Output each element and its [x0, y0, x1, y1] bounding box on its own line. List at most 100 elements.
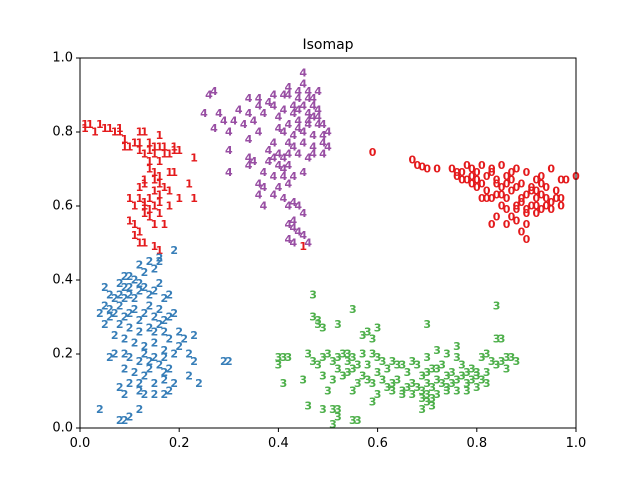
point-class-1: 1	[136, 144, 144, 157]
point-class-0: 0	[513, 214, 521, 227]
point-class-3: 3	[428, 399, 436, 412]
point-class-2: 2	[116, 414, 124, 427]
point-class-1: 1	[111, 126, 119, 139]
point-class-4: 4	[294, 92, 302, 105]
point-class-2: 2	[126, 322, 134, 335]
point-class-4: 4	[270, 151, 278, 164]
point-class-0: 0	[478, 159, 486, 172]
point-class-3: 3	[428, 381, 436, 394]
point-class-2: 2	[121, 292, 129, 305]
point-class-1: 1	[160, 218, 168, 231]
point-class-2: 2	[116, 277, 124, 290]
point-class-2: 2	[101, 299, 109, 312]
point-class-2: 2	[156, 251, 164, 264]
point-class-3: 3	[473, 370, 481, 383]
point-class-4: 4	[255, 92, 263, 105]
point-class-4: 4	[304, 92, 312, 105]
point-class-0: 0	[488, 163, 496, 176]
point-class-1: 1	[151, 218, 159, 231]
point-class-3: 3	[369, 348, 377, 361]
point-class-3: 3	[334, 318, 342, 331]
point-class-0: 0	[458, 174, 466, 187]
point-class-3: 3	[389, 377, 397, 390]
point-class-4: 4	[299, 66, 307, 79]
point-class-2: 2	[126, 281, 134, 294]
point-class-1: 1	[190, 151, 198, 164]
point-class-3: 3	[314, 314, 322, 327]
point-class-0: 0	[508, 166, 516, 179]
point-class-3: 3	[334, 351, 342, 364]
point-class-1: 1	[156, 129, 164, 142]
y-axis: 0.0 0.2 0.4 0.6 0.8 1.0	[52, 51, 80, 436]
point-class-2: 2	[141, 266, 149, 279]
point-class-0: 0	[542, 181, 550, 194]
point-class-4: 4	[225, 126, 233, 139]
point-class-4: 4	[205, 89, 213, 102]
x-tick-label: 0.2	[169, 436, 190, 451]
point-class-2: 2	[116, 299, 124, 312]
point-class-2: 2	[126, 351, 134, 364]
point-class-2: 2	[126, 410, 134, 423]
point-class-0: 0	[448, 163, 456, 176]
point-class-0: 0	[532, 192, 540, 205]
y-tick-label: 0.8	[52, 125, 73, 140]
point-class-0: 0	[532, 207, 540, 220]
point-class-2: 2	[146, 322, 154, 335]
point-class-0: 0	[458, 166, 466, 179]
point-class-3: 3	[408, 377, 416, 390]
point-class-2: 2	[225, 355, 233, 368]
point-class-3: 3	[423, 318, 431, 331]
point-class-2: 2	[160, 373, 168, 386]
point-class-4: 4	[225, 166, 233, 179]
point-class-1: 1	[126, 192, 134, 205]
point-class-1: 1	[146, 155, 154, 168]
point-class-1: 1	[116, 126, 124, 139]
point-class-0: 0	[483, 170, 491, 183]
point-class-4: 4	[314, 103, 322, 116]
point-class-4: 4	[225, 144, 233, 157]
point-class-4: 4	[275, 159, 283, 172]
point-class-3: 3	[369, 333, 377, 346]
point-class-4: 4	[294, 200, 302, 213]
point-class-3: 3	[448, 377, 456, 390]
point-class-1: 1	[156, 188, 164, 201]
point-class-1: 1	[146, 163, 154, 176]
point-class-3: 3	[374, 322, 382, 335]
point-class-1: 1	[156, 177, 164, 190]
point-class-4: 4	[280, 163, 288, 176]
point-class-3: 3	[513, 355, 521, 368]
point-class-0: 0	[488, 218, 496, 231]
point-class-1: 1	[116, 122, 124, 135]
point-class-1: 1	[156, 244, 164, 257]
point-class-0: 0	[508, 174, 516, 187]
point-class-3: 3	[399, 385, 407, 398]
point-class-3: 3	[339, 370, 347, 383]
point-class-4: 4	[319, 118, 327, 131]
point-class-4: 4	[294, 103, 302, 116]
point-class-4: 4	[280, 89, 288, 102]
y-tick-label: 0.6	[52, 199, 73, 214]
point-class-0: 0	[513, 203, 521, 216]
point-class-0: 0	[508, 211, 516, 224]
point-class-4: 4	[289, 222, 297, 235]
point-class-3: 3	[453, 385, 461, 398]
point-class-0: 0	[523, 166, 531, 179]
point-class-2: 2	[146, 355, 154, 368]
point-class-4: 4	[255, 126, 263, 139]
point-class-2: 2	[96, 403, 104, 416]
point-class-3: 3	[463, 366, 471, 379]
point-class-1: 1	[91, 126, 99, 139]
point-class-2: 2	[126, 307, 134, 320]
point-class-3: 3	[438, 377, 446, 390]
point-class-3: 3	[389, 385, 397, 398]
point-class-3: 3	[309, 311, 317, 324]
point-class-0: 0	[523, 207, 531, 220]
point-class-3: 3	[339, 348, 347, 361]
point-class-4: 4	[289, 100, 297, 113]
point-class-1: 1	[141, 196, 149, 209]
point-class-3: 3	[438, 359, 446, 372]
point-class-1: 1	[146, 211, 154, 224]
point-class-1: 1	[146, 203, 154, 216]
